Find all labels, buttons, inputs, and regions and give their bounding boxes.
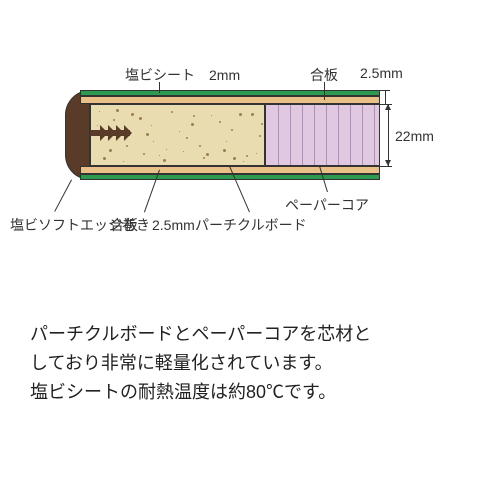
dim-22: 22mm	[395, 128, 434, 144]
lbl-particle: パーチクルボード	[195, 215, 307, 235]
layer-top-plywood	[80, 96, 380, 104]
lbl-pvc-sheet: 塩ビシート 2mm	[125, 65, 240, 85]
lbl-ply2: 合板 2.5mm	[110, 215, 195, 235]
lbl-papercore: ペーパーコア	[285, 195, 369, 215]
dim-25: 2.5mm	[360, 65, 403, 81]
layer-bottom-sheet	[80, 174, 380, 180]
layer-paper-core	[265, 104, 380, 166]
description-text: パーチクルボードとペーパーコアを芯材としており非常に軽量化されています。塩ビシー…	[30, 320, 470, 406]
cross-section-diagram: 塩ビシート 2mm合板塩ビソフトエッジ巻き合板 2.5mmパーチクルボードペーパ…	[50, 60, 450, 260]
